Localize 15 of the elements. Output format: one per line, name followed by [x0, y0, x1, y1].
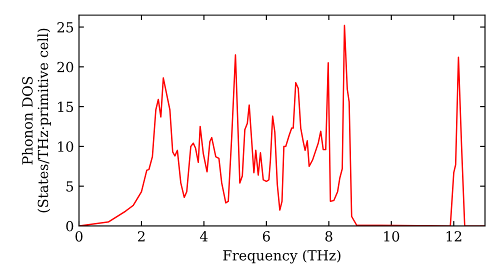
y-tick-label: 25 [57, 22, 74, 33]
y-axis-title: Phonon DOS (States/THz·primitive cell) [22, 28, 51, 212]
y-tick-label: 15 [58, 102, 74, 112]
x-tick-label: 12 [446, 231, 462, 242]
x-tick-label: 8 [325, 231, 332, 242]
x-axis-title: Frequency (THz) [223, 250, 340, 264]
x-tick-label: 0 [75, 231, 82, 242]
y-tick-label: 10 [58, 141, 74, 152]
x-tick-label: 4 [200, 231, 208, 242]
x-tick-label: 2 [138, 231, 145, 242]
y-tick-label: 5 [66, 181, 74, 192]
y-tick-label: 20 [57, 62, 74, 72]
x-tick-label: 10 [384, 231, 400, 242]
x-tick-label: 6 [262, 231, 270, 242]
y-tick-label: 0 [66, 220, 74, 232]
